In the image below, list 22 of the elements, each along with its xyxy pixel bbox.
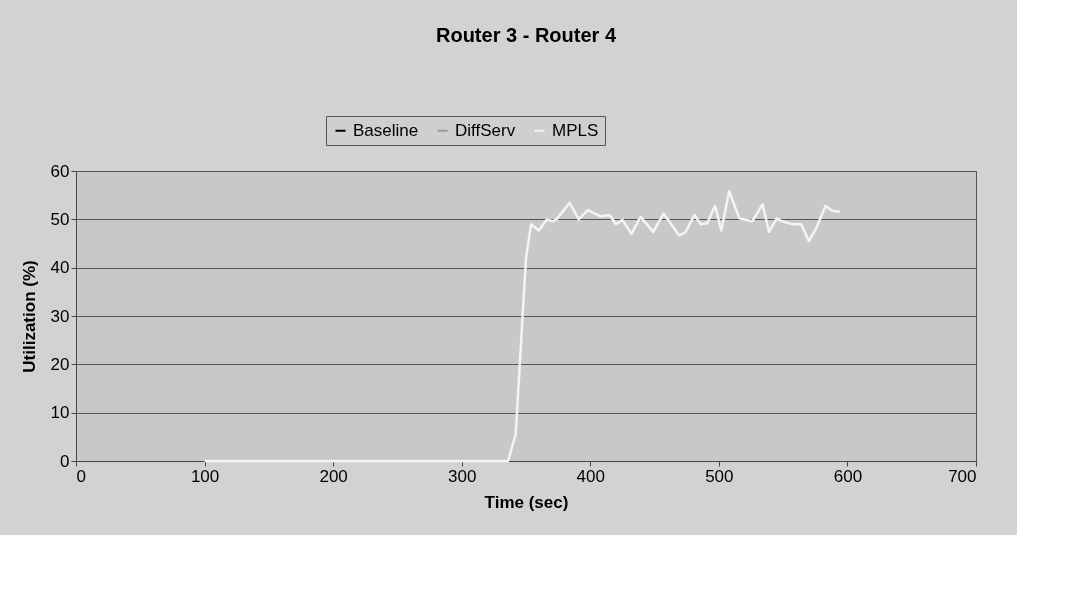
legend-label: Baseline <box>353 120 419 140</box>
x-tick-label: 100 <box>190 466 220 486</box>
y-tick-label: 50 <box>50 209 70 229</box>
x-axis-title: Time (sec) <box>484 492 569 512</box>
y-tick-label: 10 <box>50 403 70 423</box>
x-tick-label: 0 <box>76 466 86 486</box>
y-tick-label: 20 <box>50 354 70 374</box>
y-tick-label: 40 <box>50 258 70 278</box>
y-tick-label: 0 <box>60 451 70 471</box>
legend-label: MPLS <box>552 120 599 140</box>
chart-title: Router 3 - Router 4 <box>435 23 617 46</box>
x-tick-label: 700 <box>948 466 977 486</box>
y-tick-label: 60 <box>50 161 70 181</box>
x-tick-label: 300 <box>448 466 477 486</box>
x-tick-label: 500 <box>705 466 734 486</box>
x-tick-label: 400 <box>576 466 605 486</box>
legend-label: DiffServ <box>455 120 516 140</box>
y-tick-label: 30 <box>50 306 70 326</box>
y-axis-title: Utilization (%) <box>19 260 39 373</box>
x-tick-label: 200 <box>319 466 348 486</box>
line-series <box>203 190 841 463</box>
x-tick-label: 600 <box>833 466 863 486</box>
